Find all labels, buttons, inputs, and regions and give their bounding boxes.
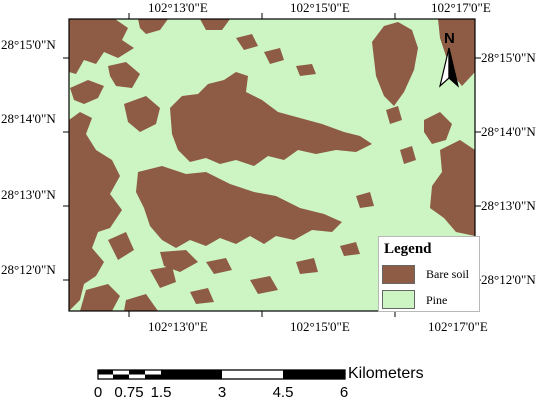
- left-latitude-label-1: 28°15'0"N: [1, 37, 56, 52]
- scale-unit: Kilometers: [348, 365, 424, 382]
- left-latitude-label-3: 28°13'0"N: [1, 187, 56, 202]
- north-arrow-icon: [438, 47, 460, 88]
- right-latitude-label-4: 28°12'0"N: [481, 272, 536, 287]
- legend-title: Legend: [384, 241, 432, 257]
- right-latitude-label-2: 28°14'0"N: [481, 124, 536, 139]
- scale-tick-3: 3: [217, 384, 227, 401]
- right-latitude-label-1: 28°15'0"N: [481, 50, 536, 65]
- bare-soil-layer: [69, 19, 475, 311]
- left-latitude-label-4: 28°12'0"N: [1, 262, 56, 277]
- scale-tick-6: 6: [339, 384, 349, 401]
- legend: Legend Bare soil Pine: [378, 236, 480, 312]
- scale-tick-0: 0: [93, 384, 103, 401]
- map-frame: [68, 18, 476, 312]
- bottom-longitude-label-1: 102°13'0"E: [148, 319, 208, 334]
- legend-label-bare-soil: Bare soil: [426, 267, 469, 281]
- legend-swatch-bare-soil: [382, 265, 415, 284]
- top-longitude-label-3: 102°17'0"E: [431, 0, 491, 15]
- scale-bar: [97, 369, 346, 380]
- legend-swatch-pine: [382, 290, 415, 309]
- bottom-longitude-label-3: 102°17'0"E: [428, 319, 488, 334]
- scale-tick-0-75: 0.75: [114, 384, 144, 401]
- top-longitude-label-2: 102°15'0"E: [290, 0, 350, 15]
- scale-tick-4-5: 4.5: [272, 384, 294, 401]
- north-letter: N: [444, 30, 455, 47]
- left-latitude-label-2: 28°14'0"N: [1, 111, 56, 126]
- top-longitude-label-1: 102°13'0"E: [148, 0, 208, 15]
- bottom-longitude-label-2: 102°15'0"E: [290, 319, 350, 334]
- scale-tick-1-5: 1.5: [150, 384, 172, 401]
- right-latitude-label-3: 28°13'0"N: [481, 198, 536, 213]
- legend-label-pine: Pine: [426, 293, 448, 307]
